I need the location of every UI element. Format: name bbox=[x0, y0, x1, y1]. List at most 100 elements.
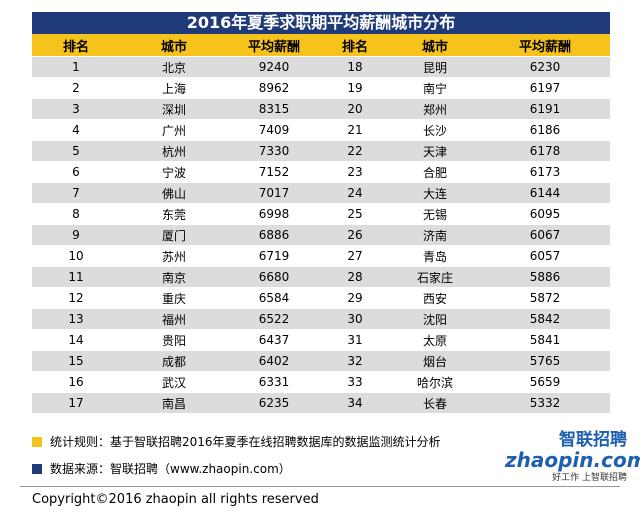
cell: 13 bbox=[32, 308, 120, 330]
header-cell: 排名 bbox=[32, 34, 120, 57]
cell: 16 bbox=[32, 371, 120, 393]
cell: 石家庄 bbox=[390, 266, 480, 288]
cell: 15 bbox=[32, 350, 120, 372]
logo-name: 智联招聘 bbox=[559, 430, 627, 450]
cell: 南京 bbox=[120, 266, 228, 288]
cell: 2 bbox=[32, 77, 120, 99]
logo-slogan: 好工作 上智联招聘 bbox=[552, 473, 627, 483]
cell: 郑州 bbox=[390, 98, 480, 120]
cell: 苏州 bbox=[120, 245, 228, 267]
cell: 25 bbox=[320, 203, 390, 225]
cell: 27 bbox=[320, 245, 390, 267]
cell: 长沙 bbox=[390, 119, 480, 141]
logo-domain: zhaopin.com bbox=[505, 448, 640, 472]
cell: 6886 bbox=[228, 224, 320, 246]
cell: 33 bbox=[320, 371, 390, 393]
title: 2016年夏季求职期平均薪酬城市分布 bbox=[32, 12, 610, 34]
cell: 5332 bbox=[480, 392, 610, 414]
cell: 北京 bbox=[120, 56, 228, 78]
note-text: 统计规则：基于智联招聘2016年夏季在线招聘数据库的数据监测统计分析 bbox=[50, 435, 441, 449]
cell: 8315 bbox=[228, 98, 320, 120]
cell: 6186 bbox=[480, 119, 610, 141]
table-row: 16 武汉 6331 33 哈尔滨 5659 bbox=[32, 371, 610, 393]
header-cell: 平均薪酬 bbox=[480, 34, 610, 57]
cell: 10 bbox=[32, 245, 120, 267]
cell: 6437 bbox=[228, 329, 320, 351]
cell: 6230 bbox=[480, 56, 610, 78]
cell: 深圳 bbox=[120, 98, 228, 120]
cell: 4 bbox=[32, 119, 120, 141]
cell: 沈阳 bbox=[390, 308, 480, 330]
logo: 智联招聘 zhaopin.com 好工作 上智联招聘 bbox=[505, 425, 640, 483]
header-cell: 城市 bbox=[120, 34, 228, 57]
cell: 30 bbox=[320, 308, 390, 330]
table-row: 6 宁波 7152 23 合肥 6173 bbox=[32, 161, 610, 183]
cell: 9240 bbox=[228, 56, 320, 78]
table-row: 15 成都 6402 32 烟台 5765 bbox=[32, 350, 610, 372]
cell: 32 bbox=[320, 350, 390, 372]
table-row: 12 重庆 6584 29 西安 5872 bbox=[32, 287, 610, 309]
cell: 大连 bbox=[390, 182, 480, 204]
cell: 6178 bbox=[480, 140, 610, 162]
cell: 17 bbox=[32, 392, 120, 414]
separator bbox=[20, 486, 620, 487]
cell: 6402 bbox=[228, 350, 320, 372]
cell: 12 bbox=[32, 287, 120, 309]
cell: 14 bbox=[32, 329, 120, 351]
cell: 7017 bbox=[228, 182, 320, 204]
table-row: 2 上海 8962 19 南宁 6197 bbox=[32, 77, 610, 99]
cell: 南昌 bbox=[120, 392, 228, 414]
cell: 31 bbox=[320, 329, 390, 351]
cell: 广州 bbox=[120, 119, 228, 141]
table-row: 9 厦门 6886 26 济南 6067 bbox=[32, 224, 610, 246]
table-row: 8 东莞 6998 25 无锡 6095 bbox=[32, 203, 610, 225]
cell: 6680 bbox=[228, 266, 320, 288]
cell: 3 bbox=[32, 98, 120, 120]
copyright: Copyright©2016 zhaopin all rights reserv… bbox=[32, 492, 319, 507]
cell: 佛山 bbox=[120, 182, 228, 204]
cell: 8962 bbox=[228, 77, 320, 99]
cell: 5842 bbox=[480, 308, 610, 330]
note: 数据来源：智联招聘（www.zhaopin.com） bbox=[32, 460, 291, 477]
cell: 6057 bbox=[480, 245, 610, 267]
cell: 23 bbox=[320, 161, 390, 183]
cell: 26 bbox=[320, 224, 390, 246]
cell: 8 bbox=[32, 203, 120, 225]
cell: 哈尔滨 bbox=[390, 371, 480, 393]
cell: 7152 bbox=[228, 161, 320, 183]
cell: 6197 bbox=[480, 77, 610, 99]
cell: 无锡 bbox=[390, 203, 480, 225]
cell: 5659 bbox=[480, 371, 610, 393]
cell: 11 bbox=[32, 266, 120, 288]
cell: 20 bbox=[320, 98, 390, 120]
salary-table: 排名 城市 平均薪酬 排名 城市 平均薪酬 1 北京 9240 18 昆明 6230 2 上海 8962 1… bbox=[32, 34, 610, 414]
cell: 21 bbox=[320, 119, 390, 141]
table-row: 17 南昌 6235 34 长春 5332 bbox=[32, 392, 610, 414]
table-row: 4 广州 7409 21 长沙 6186 bbox=[32, 119, 610, 141]
cell: 6191 bbox=[480, 98, 610, 120]
cell: 福州 bbox=[120, 308, 228, 330]
cell: 7 bbox=[32, 182, 120, 204]
table-row: 1 北京 9240 18 昆明 6230 bbox=[32, 56, 610, 78]
cell: 6067 bbox=[480, 224, 610, 246]
cell: 6173 bbox=[480, 161, 610, 183]
cell: 5872 bbox=[480, 287, 610, 309]
header-row: 排名 城市 平均薪酬 排名 城市 平均薪酬 bbox=[32, 34, 610, 57]
cell: 合肥 bbox=[390, 161, 480, 183]
cell: 18 bbox=[320, 56, 390, 78]
cell: 9 bbox=[32, 224, 120, 246]
cell: 7330 bbox=[228, 140, 320, 162]
cell: 22 bbox=[320, 140, 390, 162]
cell: 34 bbox=[320, 392, 390, 414]
cell: 5765 bbox=[480, 350, 610, 372]
cell: 1 bbox=[32, 56, 120, 78]
table-row: 14 贵阳 6437 31 太原 5841 bbox=[32, 329, 610, 351]
cell: 28 bbox=[320, 266, 390, 288]
cell: 长春 bbox=[390, 392, 480, 414]
table-row: 13 福州 6522 30 沈阳 5842 bbox=[32, 308, 610, 330]
cell: 7409 bbox=[228, 119, 320, 141]
cell: 烟台 bbox=[390, 350, 480, 372]
table-row: 7 佛山 7017 24 大连 6144 bbox=[32, 182, 610, 204]
cell: 宁波 bbox=[120, 161, 228, 183]
